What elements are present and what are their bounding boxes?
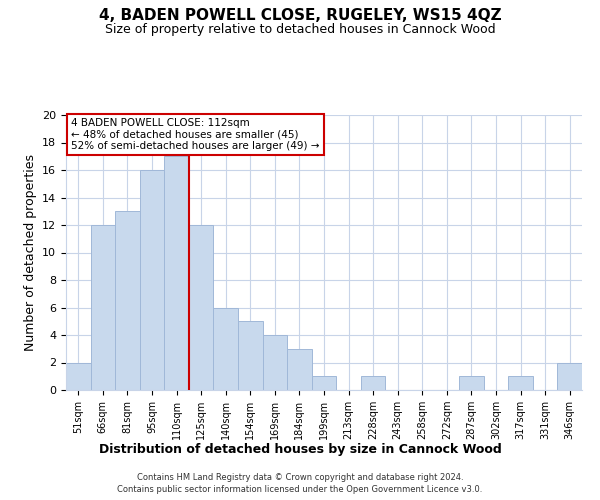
Bar — [459, 376, 484, 390]
Text: 4 BADEN POWELL CLOSE: 112sqm
← 48% of detached houses are smaller (45)
52% of se: 4 BADEN POWELL CLOSE: 112sqm ← 48% of de… — [71, 118, 320, 151]
Bar — [263, 335, 287, 390]
Bar — [115, 211, 140, 390]
Bar — [140, 170, 164, 390]
Bar — [312, 376, 336, 390]
Bar — [214, 308, 238, 390]
Text: Size of property relative to detached houses in Cannock Wood: Size of property relative to detached ho… — [104, 22, 496, 36]
Bar — [238, 322, 263, 390]
Bar — [91, 225, 115, 390]
Text: 4, BADEN POWELL CLOSE, RUGELEY, WS15 4QZ: 4, BADEN POWELL CLOSE, RUGELEY, WS15 4QZ — [98, 8, 502, 22]
Text: Contains public sector information licensed under the Open Government Licence v3: Contains public sector information licen… — [118, 485, 482, 494]
Bar — [508, 376, 533, 390]
Bar — [189, 225, 214, 390]
Bar — [557, 362, 582, 390]
Bar — [287, 349, 312, 390]
Y-axis label: Number of detached properties: Number of detached properties — [23, 154, 37, 351]
Text: Contains HM Land Registry data © Crown copyright and database right 2024.: Contains HM Land Registry data © Crown c… — [137, 472, 463, 482]
Bar — [361, 376, 385, 390]
Bar — [66, 362, 91, 390]
Bar — [164, 156, 189, 390]
Text: Distribution of detached houses by size in Cannock Wood: Distribution of detached houses by size … — [98, 442, 502, 456]
